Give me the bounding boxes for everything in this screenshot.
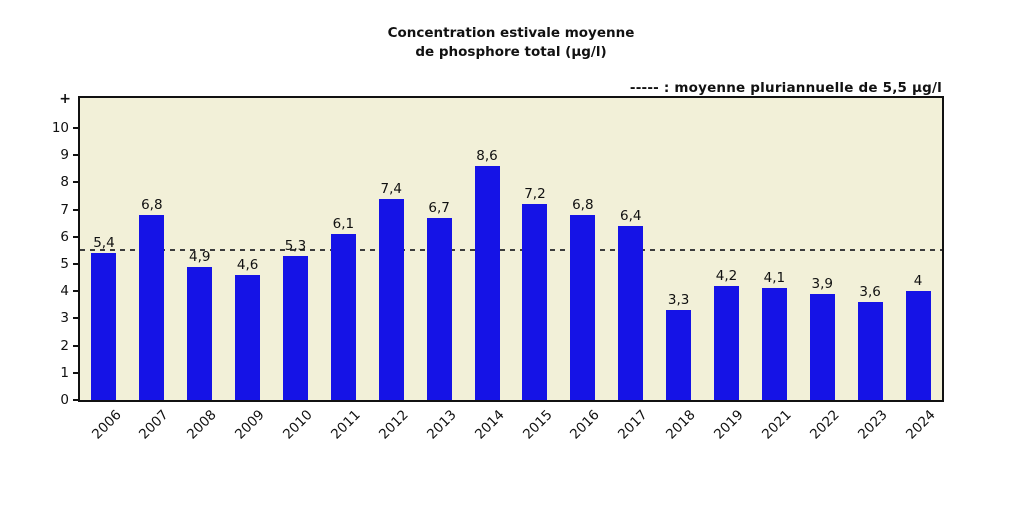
x-tick-label: 2011 [328, 407, 364, 443]
x-tick-label: 2008 [184, 407, 221, 443]
x-tick-label: 2009 [232, 407, 268, 443]
bar-2016 [570, 215, 596, 400]
y-tick-label: 8 [60, 174, 69, 191]
y-tick-label: 0 [60, 392, 69, 408]
value-label-2022: 3,9 [811, 275, 834, 292]
x-tick-label: 2013 [423, 407, 460, 443]
y-tick-mark [73, 235, 80, 238]
x-tick-label: 2017 [615, 407, 652, 443]
reference-line-legend: ----- : moyenne pluriannuelle de 5,5 µg/… [629, 80, 942, 96]
value-label-2014: 8,6 [476, 148, 498, 165]
value-label-2018: 3,3 [667, 292, 690, 309]
x-tick-label: 2015 [519, 407, 556, 443]
y-tick-mark [73, 208, 80, 211]
value-label-2011: 6,1 [332, 216, 355, 233]
x-tick-label: 2024 [902, 407, 939, 443]
x-tick-label: 2016 [567, 407, 604, 443]
bar-2006 [91, 253, 117, 400]
y-tick-label: 3 [60, 310, 69, 327]
y-tick-mark [73, 399, 80, 401]
value-label-2012: 7,4 [380, 180, 403, 197]
value-label-2008: 4,9 [188, 248, 211, 265]
x-tick-label: 2022 [806, 407, 843, 443]
y-tick-label: 7 [60, 201, 69, 218]
y-tick-mark [73, 290, 80, 293]
value-label-2010: 5,3 [284, 237, 307, 254]
chart-title: Concentration estivale moyenne de phosph… [80, 24, 942, 62]
bar-2022 [809, 293, 835, 400]
bar-2010 [283, 255, 308, 400]
x-tick-label: 2014 [471, 407, 508, 443]
y-tick-mark [73, 317, 80, 320]
x-tick-label: 2010 [280, 407, 316, 443]
bar-2011 [330, 234, 356, 400]
y-tick-mark [73, 126, 80, 129]
y-axis: + 10 9 8 7 6 5 4 3 2 1 0 [28, 92, 80, 407]
value-label-2024: 4 [913, 273, 923, 290]
y-tick-label: 2 [60, 337, 69, 354]
bar-2015 [522, 204, 548, 400]
plot-area: 5,4 6,8 4,9 4,6 5,3 6,1 7,4 6,7 8,6 7,2 6,8 6,4 3,3 4… [78, 96, 944, 402]
value-label-2007: 6,8 [141, 197, 163, 213]
bar-2023 [857, 302, 883, 400]
bar-2014 [474, 166, 500, 400]
value-label-2019: 4,2 [715, 267, 738, 284]
bar-2024 [905, 291, 931, 400]
y-tick-label: 5 [60, 255, 69, 272]
x-tick-label: 2007 [136, 407, 173, 443]
y-axis-plus-symbol: + [59, 91, 71, 107]
bar-2021 [761, 288, 787, 400]
bar-2007 [139, 215, 165, 400]
y-tick-label: 6 [60, 228, 69, 245]
y-tick-label: 9 [60, 147, 69, 164]
y-tick-mark [73, 154, 80, 157]
bar-2009 [235, 274, 261, 400]
x-tick-label: 2006 [88, 407, 125, 443]
value-label-2013: 6,7 [428, 199, 450, 216]
bar-2012 [378, 198, 404, 400]
bar-2019 [714, 285, 739, 400]
x-tick-label: 2018 [663, 407, 699, 443]
y-tick-mark [73, 371, 80, 374]
y-tick-mark [73, 262, 80, 265]
x-axis: 2006 2007 2008 2009 2010 2011 2012 2013 2014 2015… [80, 401, 942, 461]
value-label-2017: 6,4 [619, 207, 642, 224]
value-label-2016: 6,8 [572, 197, 594, 213]
reference-dashed-line [80, 249, 942, 252]
y-tick-mark [73, 181, 80, 184]
bar-2018 [666, 310, 692, 400]
value-label-2015: 7,2 [524, 186, 546, 203]
chart-title-line1: Concentration estivale moyenne [387, 25, 635, 41]
x-tick-label: 2021 [759, 407, 795, 443]
x-tick-label: 2019 [711, 407, 747, 443]
y-tick-label: 1 [60, 364, 69, 381]
y-tick-label: 10 [51, 119, 69, 136]
bar-2017 [618, 225, 644, 400]
value-label-2006: 5,4 [93, 235, 115, 252]
chart-title-line2: de phosphore total (µg/l) [415, 44, 607, 60]
x-tick-label: 2012 [375, 407, 412, 443]
y-tick-label: 4 [60, 283, 69, 300]
x-tick-label: 2023 [854, 407, 891, 443]
value-label-2021: 4,1 [763, 270, 786, 287]
value-label-2009: 4,6 [236, 256, 259, 273]
bar-2008 [187, 266, 213, 400]
value-label-2023: 3,6 [859, 284, 881, 301]
bar-2013 [426, 217, 452, 400]
y-tick-mark [73, 344, 80, 347]
